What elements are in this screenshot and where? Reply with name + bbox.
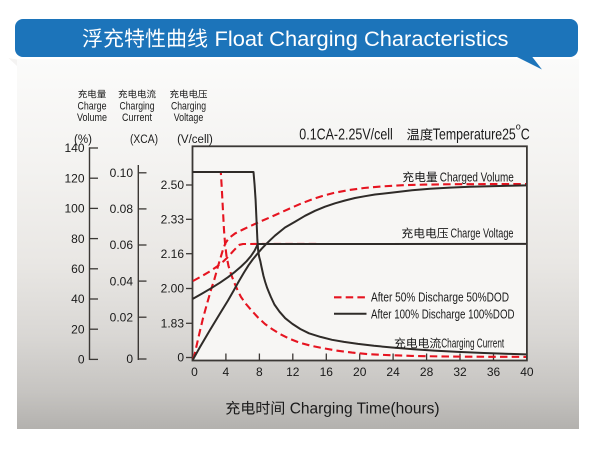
svg-text:Voltage: Voltage [174,112,204,124]
svg-text:120: 120 [64,171,84,185]
svg-text:(V/cell): (V/cell) [177,134,213,146]
svg-text:o: o [516,122,521,132]
svg-text:40: 40 [71,292,85,306]
svg-text:32: 32 [453,365,467,379]
svg-text:100: 100 [64,202,84,216]
svg-text:Charging Time(hours): Charging Time(hours) [290,401,440,418]
svg-text:0: 0 [126,352,133,366]
svg-text:2.00: 2.00 [161,282,185,296]
svg-text:28: 28 [420,365,434,379]
svg-text:Charging Current: Charging Current [441,336,504,351]
svg-text:0: 0 [78,353,85,367]
svg-text:80: 80 [71,232,85,246]
svg-text:Charged Volume: Charged Volume [440,169,514,184]
svg-text:0: 0 [177,351,184,365]
svg-text:8: 8 [256,365,263,379]
svg-text:0.1CA-2.25V/cell: 0.1CA-2.25V/cell [299,127,393,144]
svg-text:0.08: 0.08 [110,202,134,216]
svg-text:After 100% Discharge 100%DOD: After 100% Discharge 100%DOD [371,307,515,322]
svg-text:2.50: 2.50 [161,178,185,192]
svg-text:0.04: 0.04 [110,274,134,288]
svg-text:20: 20 [71,322,85,336]
svg-text:Charge: Charge [78,101,107,113]
svg-text:(%): (%) [74,134,92,146]
svg-text:12: 12 [286,365,300,379]
svg-text:140: 140 [64,141,84,155]
svg-text:0.06: 0.06 [110,238,134,252]
svg-text:C: C [521,127,530,144]
svg-text:Current: Current [122,112,152,124]
svg-text:Temperature25: Temperature25 [433,127,516,144]
svg-text:2.16: 2.16 [161,247,185,261]
svg-text:(XCA): (XCA) [130,134,158,146]
svg-text:1.83: 1.83 [161,317,185,331]
svg-text:60: 60 [71,262,85,276]
svg-text:Volume: Volume [77,112,107,124]
svg-text:4: 4 [223,365,230,379]
svg-text:After 50% Discharge 50%DOD: After 50% Discharge 50%DOD [371,290,509,305]
svg-text:16: 16 [320,365,334,379]
svg-text:0.10: 0.10 [110,166,134,180]
svg-text:Charging: Charging [171,101,206,113]
svg-text:0: 0 [191,365,198,379]
svg-text:24: 24 [386,365,400,379]
svg-text:2.33: 2.33 [161,213,185,227]
svg-text:36: 36 [487,365,501,379]
svg-text:40: 40 [520,365,534,379]
svg-text:20: 20 [353,365,367,379]
svg-text:0.02: 0.02 [110,310,134,324]
svg-text:Charging: Charging [120,101,155,113]
svg-text:Float Charging Characteristics: Float Charging Characteristics [215,28,509,51]
svg-text:Charge Voltage: Charge Voltage [451,226,514,241]
